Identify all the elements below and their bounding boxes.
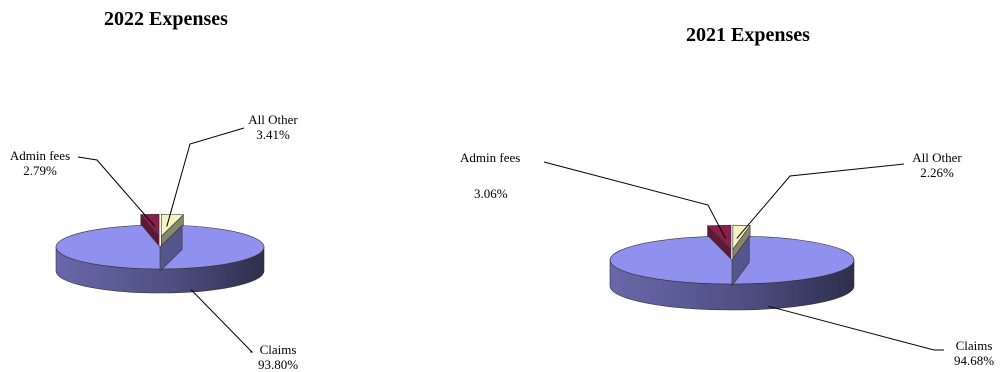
pie-slice-claims [609,235,855,311]
chart-title: 2021 Expenses [686,24,810,46]
label-all-other-value: 2.26% [920,165,954,180]
chart-2021-expenses: 2021 Expenses All Other 2.26% Admin fees… [440,0,1004,372]
label-claims-name: Claims [259,342,297,357]
label-all-other-name: All Other [912,150,962,165]
label-admin-fees-value: 3.06% [474,186,508,201]
label-all-other: All Other 2.26% [906,150,968,180]
label-admin-fees-name: Admin fees [460,150,521,165]
label-admin-fees-value: 2.79% [23,163,57,178]
pie-slice-top [160,213,185,237]
pie-slice-cut [159,224,183,272]
label-claims-value: 93.80% [257,357,299,372]
chart-title: 2022 Expenses [104,8,228,30]
label-claims-name: Claims [955,338,993,353]
label-claims-value: 94.68% [953,353,995,368]
label-all-other: All Other 3.41% [244,112,302,142]
label-all-other-value: 3.41% [256,127,290,142]
pie-plot [543,161,944,351]
label-admin-fees: Admin fees 2.79% [4,148,76,178]
label-all-other-name: All Other [248,112,298,127]
leader-line-all-other [166,127,245,227]
pie-slice-cut [731,235,750,287]
label-claims: Claims 94.68% [946,338,1002,368]
pie-slice-claims [55,224,265,294]
leader-line-all-other [736,163,905,239]
pie-slice-top [732,224,751,251]
leader-line-claims [768,305,944,351]
pie-slice-top [140,213,160,238]
leader-line-claims [190,289,254,353]
pie-plot [55,127,265,353]
leader-line-admin-fees [543,161,727,239]
label-admin-fees-name: Admin fees [9,148,71,163]
leader-line-admin-fees [77,156,156,227]
chart-2022-expenses: 2022 Expenses All Other 3.41% Admin fees… [0,0,480,372]
label-claims: Claims 93.80% [250,342,306,372]
